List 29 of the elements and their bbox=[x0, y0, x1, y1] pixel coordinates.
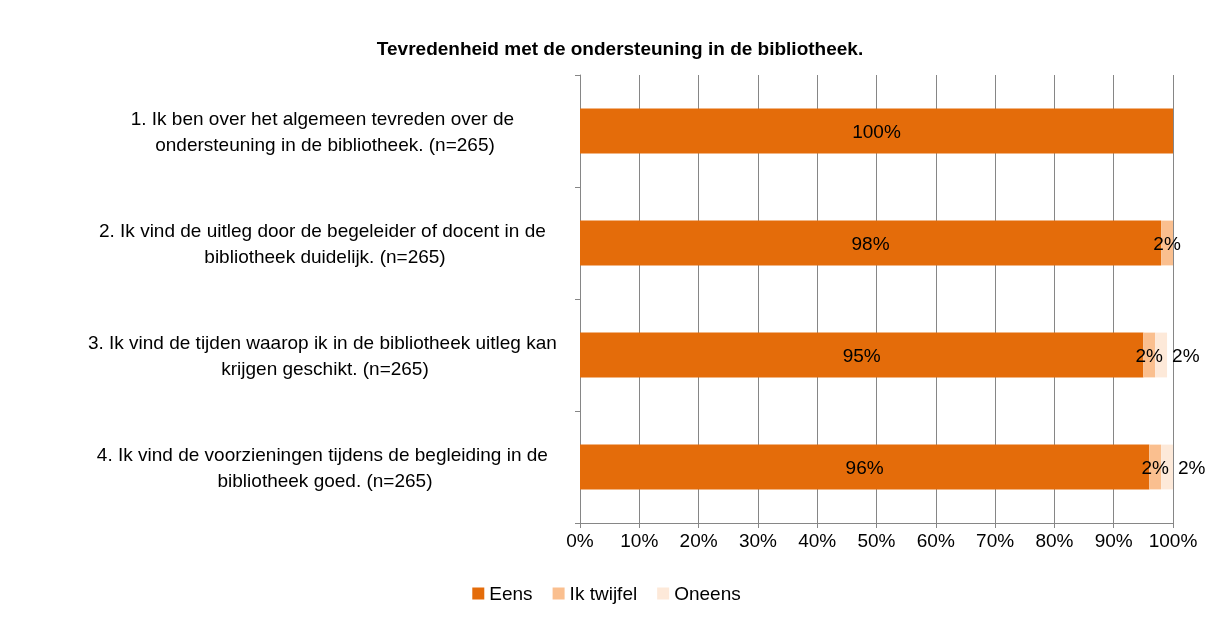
x-tick-label: 10% bbox=[620, 530, 659, 551]
data-label: 2% bbox=[1141, 456, 1170, 478]
x-tick-label: 0% bbox=[566, 530, 594, 551]
data-label: 2% bbox=[1178, 456, 1206, 478]
legend-label: Oneens bbox=[674, 583, 741, 604]
data-label: 2% bbox=[1172, 344, 1200, 366]
x-tick-label: 100% bbox=[1148, 530, 1198, 551]
bar bbox=[580, 108, 1173, 154]
x-tick-label: 90% bbox=[1094, 530, 1133, 551]
legend-label: Ik twijfel bbox=[569, 583, 638, 604]
x-tick-label: 60% bbox=[916, 530, 955, 551]
data-label: 2% bbox=[1135, 344, 1164, 366]
chart-title: Tevredenheid met de ondersteuning in de bibliotheek. bbox=[376, 38, 864, 59]
y-tick-label: 2. Ik vind de uitleg door de begeleider of docent in de bibliotheek duidelijk. (n=265) bbox=[98, 219, 552, 267]
x-tick-label: 70% bbox=[976, 530, 1015, 551]
data-label: 2% bbox=[1153, 232, 1181, 254]
y-tick-label: 4. Ik vind de voorzieningen tijdens de begleiding in de bibliotheek goed. (n=265) bbox=[96, 443, 554, 491]
y-tick-label: 3. Ik vind de tijden waarop ik in de bibliotheek uitleg kan krijgen geschikt. (n=265) bbox=[87, 331, 563, 379]
x-tick-label: 30% bbox=[738, 530, 778, 551]
data-label: 100% bbox=[852, 120, 901, 142]
y-tick-label: 1. Ik ben over het algemeen tevreden over de ondersteuning in de bibliotheek. (n=265) bbox=[130, 107, 520, 155]
x-tick-label: 40% bbox=[798, 530, 837, 551]
data-label: 98% bbox=[851, 232, 890, 254]
data-label: 96% bbox=[845, 456, 884, 478]
x-tick-label: 20% bbox=[679, 530, 718, 551]
data-label: 95% bbox=[842, 344, 881, 366]
legend-label: Eens bbox=[489, 583, 533, 604]
x-tick-label: 80% bbox=[1035, 530, 1074, 551]
x-tick-label: 50% bbox=[857, 530, 896, 551]
